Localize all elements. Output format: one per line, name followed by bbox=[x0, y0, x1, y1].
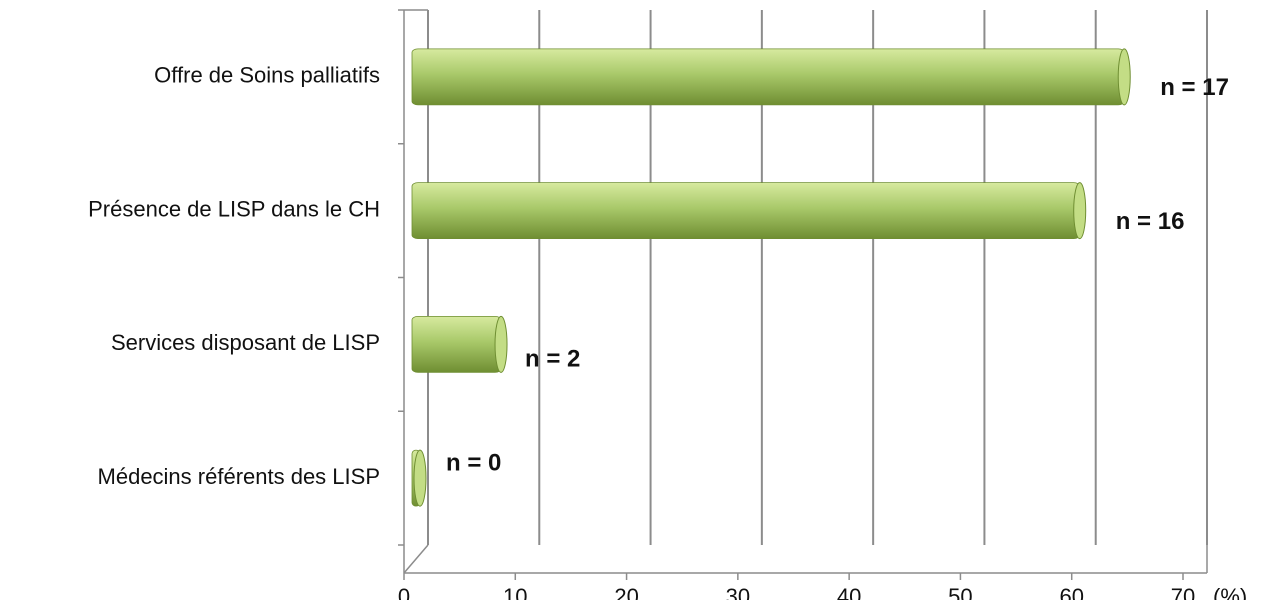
x-tick-label: 40 bbox=[837, 584, 861, 600]
category-label: Médecins référents des LISP bbox=[98, 464, 380, 489]
x-tick-label: 70 bbox=[1171, 584, 1195, 600]
x-tick-label: 0 bbox=[398, 584, 410, 600]
x-tick-label: 20 bbox=[614, 584, 638, 600]
category-label: Présence de LISP dans le CH bbox=[88, 196, 380, 221]
category-label: Services disposant de LISP bbox=[111, 330, 380, 355]
floor-edge-left bbox=[403, 544, 429, 574]
category-label: Offre de Soins palliatifs bbox=[154, 63, 380, 88]
x-axis-unit-label: (%) bbox=[1213, 584, 1247, 600]
data-label: n = 2 bbox=[525, 346, 580, 373]
bar-body bbox=[411, 48, 1125, 106]
bars bbox=[411, 48, 1131, 507]
bar-body bbox=[411, 315, 502, 373]
bar-cap bbox=[1117, 48, 1131, 106]
bar-cap bbox=[494, 315, 508, 373]
bar bbox=[411, 182, 1087, 240]
data-label: n = 0 bbox=[446, 449, 501, 476]
data-label: n = 16 bbox=[1116, 208, 1185, 235]
bar bbox=[411, 315, 508, 373]
data-label: n = 17 bbox=[1160, 74, 1229, 101]
bar bbox=[411, 449, 427, 507]
x-tick-label: 30 bbox=[726, 584, 750, 600]
bar-cap bbox=[413, 449, 427, 507]
labels: 0 10 20 30 40 50 60 70 Offre de Soins palliatifs… bbox=[88, 63, 1229, 600]
bar-cap bbox=[1073, 182, 1087, 240]
x-tick-label: 50 bbox=[948, 584, 972, 600]
x-tick-label: 60 bbox=[1059, 584, 1083, 600]
bar-body bbox=[411, 182, 1081, 240]
bar bbox=[411, 48, 1131, 106]
x-tick-label: 10 bbox=[503, 584, 527, 600]
